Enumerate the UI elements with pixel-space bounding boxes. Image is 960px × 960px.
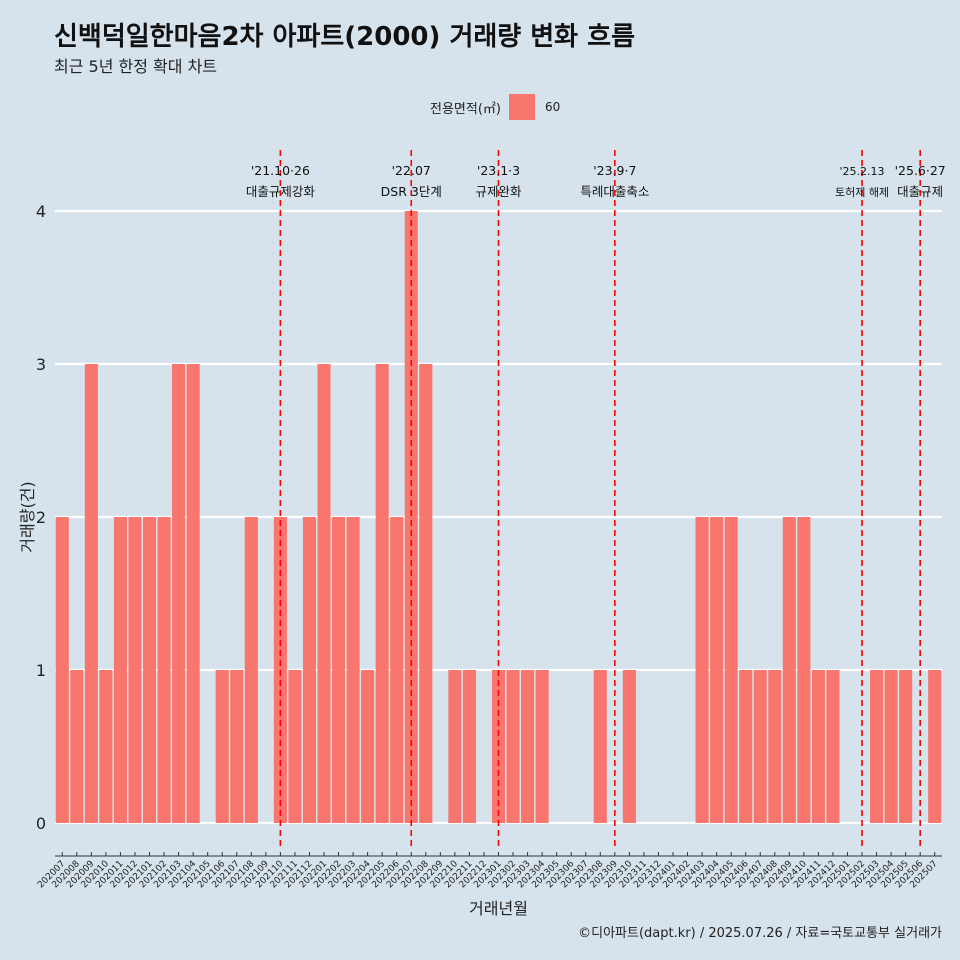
bar <box>462 670 476 823</box>
bar <box>288 670 302 823</box>
event-label: 규제완화 <box>475 184 522 199</box>
event-date: '22.07 <box>392 163 431 178</box>
bar <box>521 670 535 823</box>
bar <box>884 670 898 823</box>
bar <box>84 364 98 823</box>
bar <box>506 670 520 823</box>
bar <box>419 364 433 823</box>
bar <box>215 670 229 823</box>
bar <box>811 670 825 823</box>
y-tick-label: 2 <box>36 508 46 527</box>
bar <box>142 517 157 823</box>
bar <box>404 211 418 823</box>
legend-swatch <box>508 94 535 120</box>
event-date: '23.1·3 <box>477 163 520 178</box>
bar <box>302 517 317 823</box>
bar <box>55 517 69 823</box>
bar <box>622 670 636 823</box>
event-date: '25.2.13 <box>840 165 885 178</box>
y-tick-label: 3 <box>36 355 46 374</box>
bar <box>797 517 811 823</box>
event-label: 대출규제강화 <box>246 184 316 199</box>
bar <box>186 364 200 823</box>
bar <box>710 517 724 823</box>
legend: 전용면적(㎡) 60 <box>430 94 560 120</box>
event-label: DSR 3단계 <box>381 184 442 199</box>
y-tick-label: 4 <box>36 202 46 221</box>
bar <box>375 364 389 823</box>
event-label: 특례대출축소 <box>580 184 649 199</box>
bar <box>739 670 753 823</box>
legend-title: 전용면적(㎡) <box>430 101 501 117</box>
bar <box>535 670 549 823</box>
bar <box>70 670 84 823</box>
bar <box>346 517 360 823</box>
event-label: 대출규제 <box>897 184 943 199</box>
bar <box>899 670 913 823</box>
bar <box>753 670 767 823</box>
bar <box>172 364 186 823</box>
bar <box>361 670 375 823</box>
bar <box>317 364 331 823</box>
x-axis-title: 거래년월 <box>469 899 528 918</box>
bar <box>113 517 127 823</box>
bar <box>99 670 113 823</box>
bar <box>230 670 244 823</box>
bar <box>724 517 738 823</box>
bar <box>244 517 258 823</box>
y-tick-label: 0 <box>36 814 46 833</box>
event-date: '23.9·7 <box>593 163 636 178</box>
bar <box>157 517 171 823</box>
y-axis-title: 거래량(건) <box>18 481 37 552</box>
chart-subtitle: 최근 5년 한정 확대 차트 <box>54 57 218 76</box>
bar <box>390 517 404 823</box>
event-label: 토허제 해제 <box>835 185 889 199</box>
bar <box>870 670 884 823</box>
bar <box>491 670 506 823</box>
bar <box>448 670 462 823</box>
bar <box>695 517 709 823</box>
bar <box>768 670 782 823</box>
bar <box>593 670 607 823</box>
bar <box>332 517 346 823</box>
chart-title: 신백덕일한마음2차 아파트(2000) 거래량 변화 흐름 <box>54 22 635 52</box>
y-tick-label: 1 <box>36 661 46 680</box>
bar <box>928 670 942 823</box>
bar <box>128 517 142 823</box>
bar <box>826 670 840 823</box>
event-date: '21.10·26 <box>251 163 310 178</box>
event-date: '25.6·27 <box>895 163 946 178</box>
legend-label: 60 <box>544 100 561 114</box>
bar <box>782 517 796 823</box>
source-caption: ©디아파트(dapt.kr) / 2025.07.26 / 자료=국토교통부 실… <box>578 926 942 941</box>
